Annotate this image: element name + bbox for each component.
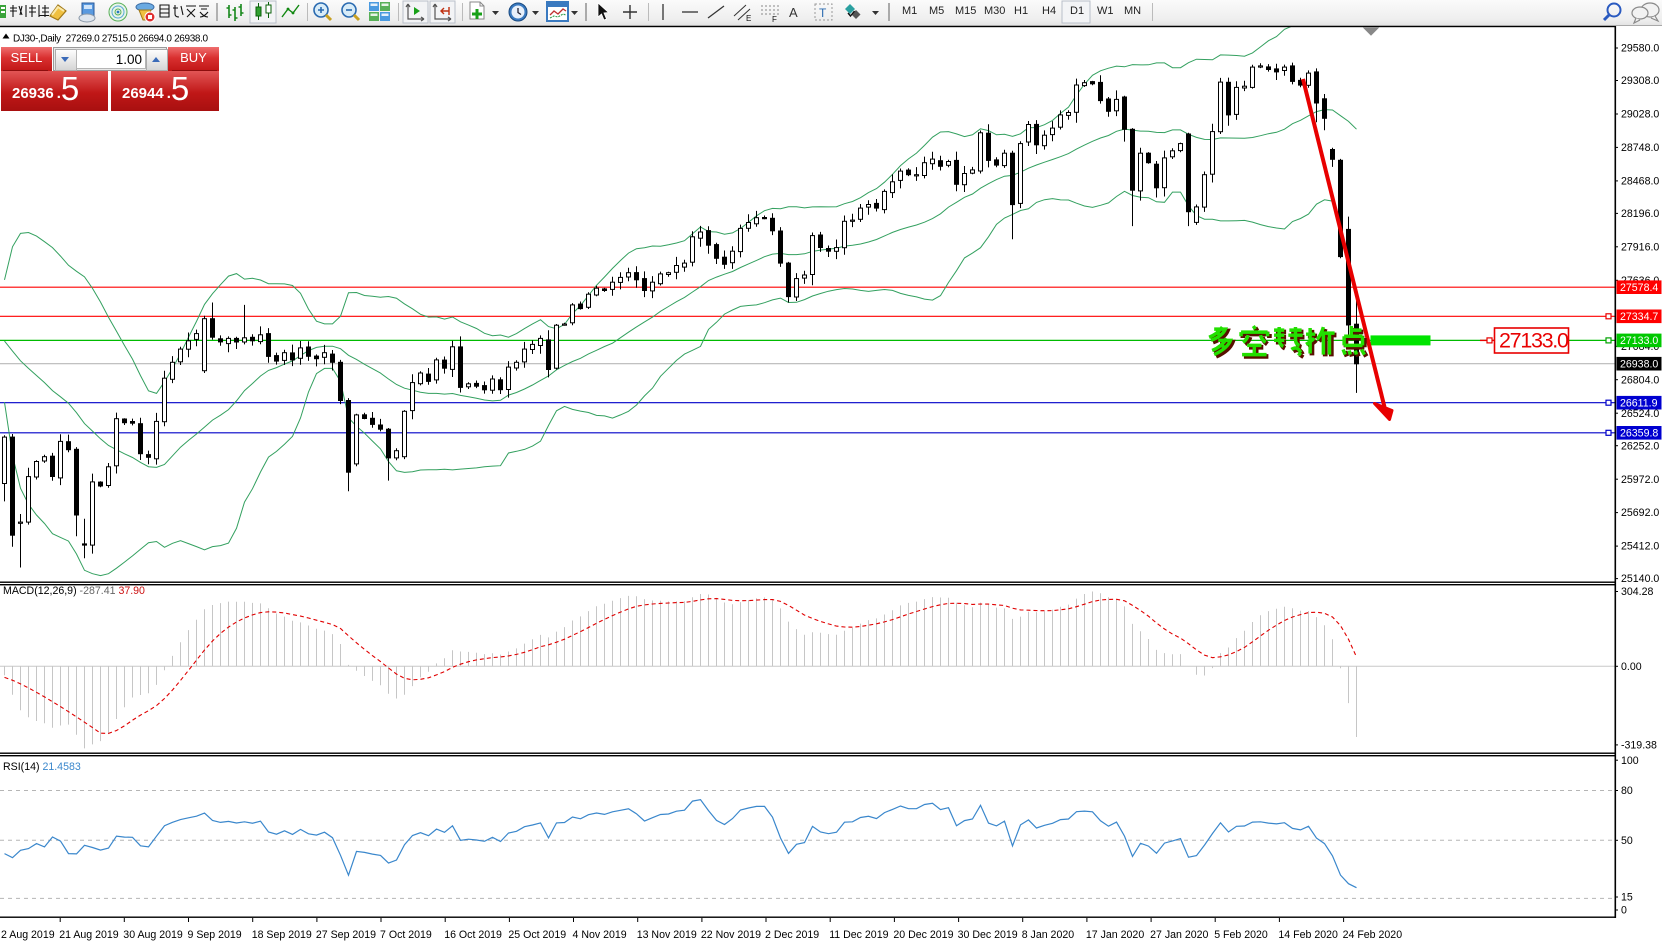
svg-text:F: F (772, 15, 777, 24)
svg-text:304.28: 304.28 (1621, 586, 1654, 598)
svg-text:22 Nov 2019: 22 Nov 2019 (701, 929, 761, 941)
svg-text:20 Dec 2019: 20 Dec 2019 (893, 929, 953, 941)
svg-text:28748.0: 28748.0 (1621, 142, 1659, 154)
svg-text:27334.7: 27334.7 (1620, 311, 1658, 323)
svg-text:50: 50 (1621, 835, 1633, 847)
svg-text:T: T (819, 6, 827, 20)
svg-text:100: 100 (1621, 755, 1639, 767)
svg-text:28468.0: 28468.0 (1621, 176, 1659, 188)
svg-text:A: A (789, 5, 798, 20)
svg-text:26804.0: 26804.0 (1621, 374, 1659, 386)
svg-text:0: 0 (1621, 905, 1627, 917)
svg-text:24 Feb 2020: 24 Feb 2020 (1343, 929, 1403, 941)
svg-text:26938.0: 26938.0 (1620, 359, 1658, 371)
svg-text:30 Aug 2019: 30 Aug 2019 (123, 929, 183, 941)
svg-text:5 Feb 2020: 5 Feb 2020 (1214, 929, 1268, 941)
svg-text:E: E (746, 14, 751, 23)
svg-text:17 Jan 2020: 17 Jan 2020 (1086, 929, 1144, 941)
svg-text:4 Nov 2019: 4 Nov 2019 (573, 929, 627, 941)
svg-text:26611.9: 26611.9 (1620, 398, 1658, 410)
svg-text:26359.8: 26359.8 (1620, 428, 1658, 440)
svg-text:-319.38: -319.38 (1621, 740, 1657, 752)
svg-text:27578.4: 27578.4 (1620, 282, 1658, 294)
svg-text:25692.0: 25692.0 (1621, 507, 1659, 519)
svg-text:21 Aug 2019: 21 Aug 2019 (59, 929, 119, 941)
svg-text:11 Dec 2019: 11 Dec 2019 (829, 929, 888, 941)
svg-text:27 Sep 2019: 27 Sep 2019 (316, 929, 376, 941)
svg-text:DJ30-,Daily 27269.0 27515.0 2: DJ30-,Daily 27269.0 27515.0 26694.0 2693… (13, 34, 209, 45)
svg-text:8 Jan 2020: 8 Jan 2020 (1022, 929, 1075, 941)
svg-text:25412.0: 25412.0 (1621, 541, 1659, 553)
svg-text:27133.0: 27133.0 (1499, 329, 1569, 353)
svg-text:2 Dec 2019: 2 Dec 2019 (765, 929, 819, 941)
svg-text:28196.0: 28196.0 (1621, 208, 1659, 220)
svg-text:29308.0: 29308.0 (1621, 75, 1659, 87)
svg-text:9 Sep 2019: 9 Sep 2019 (188, 929, 242, 941)
svg-text:25 Oct 2019: 25 Oct 2019 (508, 929, 566, 941)
svg-text:15: 15 (1621, 892, 1633, 904)
svg-text:RSI(14) 21.4583: RSI(14) 21.4583 (3, 761, 81, 773)
svg-text:16 Oct 2019: 16 Oct 2019 (444, 929, 502, 941)
svg-text:MACD(12,26,9) -287.41 37.90: MACD(12,26,9) -287.41 37.90 (3, 585, 145, 597)
svg-text:18 Sep 2019: 18 Sep 2019 (252, 929, 312, 941)
svg-text:27133.0: 27133.0 (1620, 335, 1658, 347)
svg-text:25972.0: 25972.0 (1621, 474, 1659, 486)
svg-text:13 Nov 2019: 13 Nov 2019 (637, 929, 697, 941)
svg-text:27 Jan 2020: 27 Jan 2020 (1150, 929, 1208, 941)
svg-text:27916.0: 27916.0 (1621, 241, 1659, 253)
svg-text:26252.0: 26252.0 (1621, 440, 1659, 452)
svg-text:26524.0: 26524.0 (1621, 408, 1659, 420)
svg-text:2 Aug 2019: 2 Aug 2019 (1, 929, 55, 941)
svg-text:80: 80 (1621, 785, 1633, 797)
svg-text:0.00: 0.00 (1621, 661, 1642, 673)
svg-text:29028.0: 29028.0 (1621, 109, 1659, 121)
svg-text:30 Dec 2019: 30 Dec 2019 (958, 929, 1018, 941)
svg-text:25140.0: 25140.0 (1621, 573, 1659, 585)
svg-text:29580.0: 29580.0 (1621, 43, 1659, 55)
svg-text:14 Feb 2020: 14 Feb 2020 (1278, 929, 1338, 941)
svg-text:7 Oct 2019: 7 Oct 2019 (380, 929, 432, 941)
